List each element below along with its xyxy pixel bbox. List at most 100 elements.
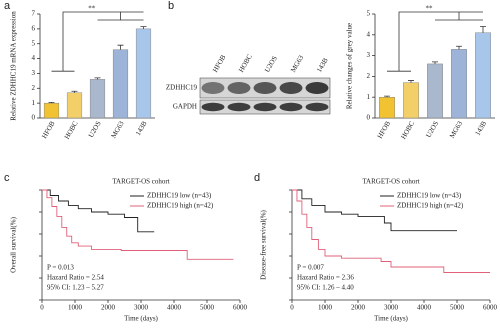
y-tick-label: 0 [367,114,371,122]
row-label: GAPDH [173,103,197,111]
x-tick-label: HOBC [399,120,416,141]
error-bar [408,80,414,83]
row-label: ZDHHC19 [166,84,198,92]
x-tick-label: 3000 [384,304,399,312]
significance-bracket [387,11,483,72]
y-tick-label: 3 [367,51,371,59]
y-tick-label: 1 [32,99,36,107]
band [201,102,225,112]
error-bar [480,26,486,33]
error-bar [71,90,78,93]
survival-curve [42,189,155,233]
panel-label: d [254,172,260,184]
x-tick-label: U2OS [87,120,103,139]
lane-label: 143B [315,56,330,73]
annotation: Hazard Ratio = 2.54 [47,274,104,282]
x-tick-label: 143B [134,120,149,137]
band [227,102,251,112]
bar [451,49,467,119]
annotation: P = 0.013 [47,264,74,272]
x-tick-label: 4000 [167,304,182,312]
x-tick-label: HFOB [376,120,392,140]
bar [135,28,152,119]
band [227,82,251,94]
legend-label: ZDHHC19 low (n=43) [147,192,212,200]
x-tick-label: 0 [290,304,294,312]
x-tick-label: 3000 [134,304,149,312]
bar [66,92,83,119]
x-tick-label: U2OS [424,120,440,139]
error-bar [48,102,55,104]
band [279,102,303,112]
band [279,82,303,94]
error-bar [432,61,438,64]
error-bar [384,95,390,98]
x-tick-label: 6000 [483,304,498,312]
y-tick-label: 6 [32,24,36,32]
band [201,82,225,94]
lane-label: MG63 [289,54,305,74]
y-tick-label: 2 [367,72,371,80]
x-tick-label: 1000 [318,304,333,312]
x-axis-label: Time (days) [374,315,408,323]
significance-bracket [51,11,144,72]
y-tick-label: 1 [367,93,371,101]
band [305,82,329,94]
survival-curve [292,189,457,232]
bar [89,79,106,119]
annotation: 95% CI: 1.26 – 4.40 [297,284,354,292]
y-tick-label: 4 [367,30,371,38]
bar [475,32,491,119]
error-bar [140,26,147,29]
y-tick-label: 2 [32,84,36,92]
y-tick-label: 3 [32,69,36,77]
legend-label: ZDHHC19 high (n=42) [147,202,214,210]
x-tick-label: 2000 [101,304,116,312]
x-tick-label: HOBC [63,120,80,141]
lane-label: U2OS [263,55,279,74]
lane-label: HFOB [211,53,227,73]
x-tick-label: 0 [40,304,44,312]
survival-curve [42,189,234,260]
error-bar [117,44,124,50]
x-tick-label: 2000 [351,304,366,312]
y-tick-label: 5 [32,39,36,47]
y-axis-label: Relative ZDHHC19 mRNA expression [10,11,18,121]
legend-label: ZDHHC19 low (n=43) [397,192,462,200]
x-axis-label: Time (days) [124,315,158,323]
x-tick-label: 4000 [417,304,432,312]
significance: ** [426,5,434,13]
y-axis-label: Overall survival(%) [10,216,18,272]
y-tick-label: 7 [32,10,36,18]
bar [403,82,419,119]
band [305,102,329,112]
x-tick-label: 6000 [233,304,248,312]
annotation: P = 0.007 [297,264,324,272]
band [253,82,277,94]
legend-label: ZDHHC19 high (n=42) [397,202,464,210]
x-tick-label: MG63 [110,119,126,139]
x-tick-label: HFOB [40,120,56,140]
band [253,102,277,112]
annotation: 95% CI: 1.23 – 5.27 [47,284,104,292]
panel-label: c [4,172,10,184]
survival-curve [292,189,490,273]
bar [379,96,395,119]
x-tick-label: MG63 [448,119,464,139]
panel-label: b [168,0,174,12]
significance: ** [88,5,96,13]
chart-title: TARGET-OS cohort [112,178,169,186]
x-tick-label: 1000 [68,304,83,312]
y-axis-label: Disease-free survival(%) [260,209,268,279]
bar [43,102,60,119]
bar [112,49,129,119]
panel-label: a [4,0,11,12]
error-bar [94,77,101,80]
y-axis-label: Relative changes of grey value [346,23,354,109]
x-tick-label: 143B [474,120,489,137]
x-tick-label: 5000 [450,304,465,312]
error-bar [456,45,462,50]
annotation: Hazard Ratio = 2.36 [297,274,354,282]
chart-title: TARGET-OS cohort [362,178,419,186]
